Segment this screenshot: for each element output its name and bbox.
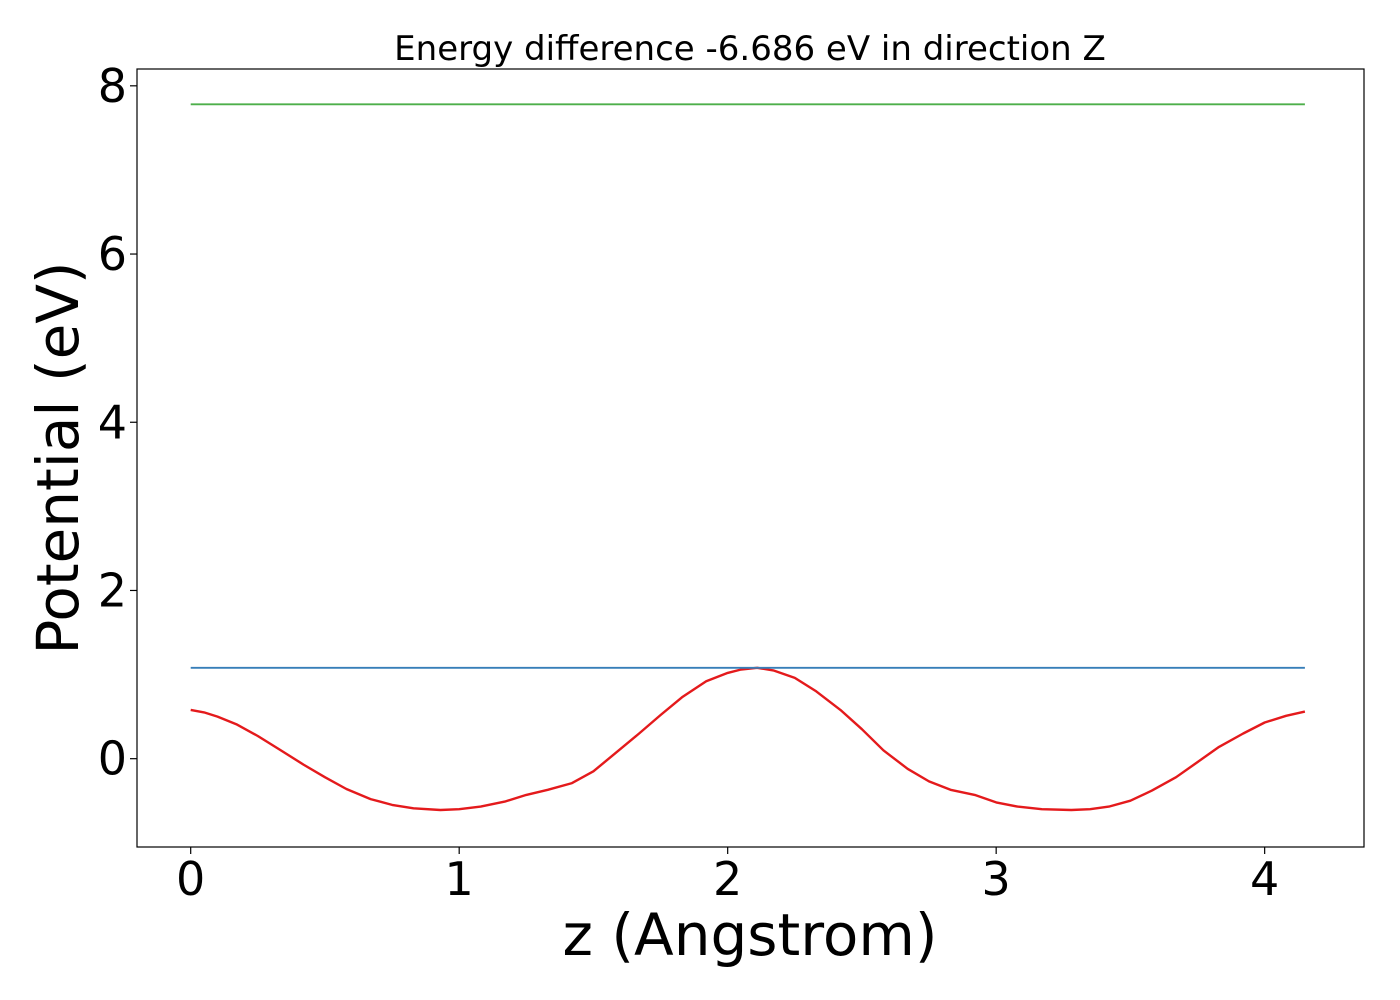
- y-axis-label: Potential (eV): [24, 261, 92, 654]
- y-tick-label: 0: [98, 732, 127, 786]
- x-tick-label: 2: [713, 852, 742, 906]
- series-line-1: [190, 666, 1306, 812]
- chart-title: Energy difference -6.686 eV in direction…: [394, 29, 1106, 69]
- x-tick-label: 0: [176, 852, 205, 906]
- y-tick-label: 2: [98, 563, 127, 617]
- x-tick-label: 4: [1250, 852, 1279, 906]
- y-tick-label: 6: [98, 227, 127, 281]
- y-tick-label: 4: [98, 395, 127, 449]
- x-axis: 0 1 2 3 4: [176, 847, 1279, 906]
- plot-frame: [136, 68, 1365, 848]
- x-tick-label: 1: [445, 852, 474, 906]
- x-tick-label: 3: [982, 852, 1011, 906]
- y-axis: 0 2 4 6 8: [98, 59, 137, 786]
- plot-area: [190, 103, 1306, 812]
- x-axis-label: z (Angstrom): [563, 901, 938, 969]
- y-tick-label: 8: [98, 59, 127, 113]
